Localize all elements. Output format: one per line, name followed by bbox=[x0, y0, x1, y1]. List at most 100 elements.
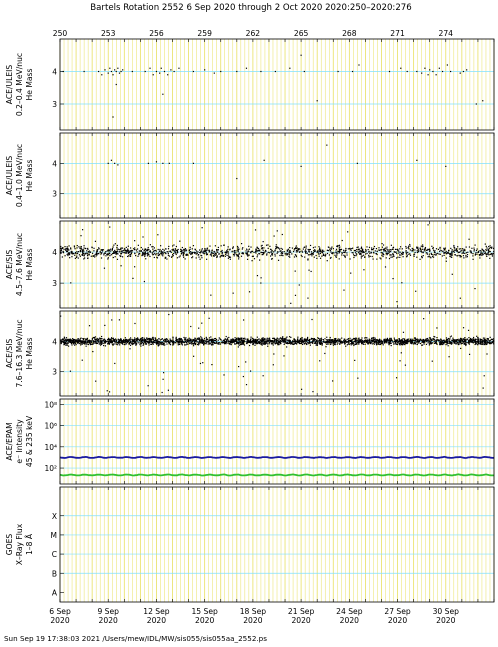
data-point bbox=[122, 69, 124, 71]
data-point bbox=[364, 256, 366, 258]
data-point bbox=[145, 343, 148, 345]
data-point bbox=[301, 343, 304, 346]
data-point bbox=[465, 339, 467, 342]
data-point bbox=[447, 249, 450, 252]
data-point bbox=[340, 248, 343, 251]
data-point bbox=[401, 343, 403, 345]
data-point bbox=[84, 257, 86, 259]
data-point bbox=[451, 339, 453, 342]
data-point bbox=[230, 341, 232, 344]
data-point bbox=[378, 249, 380, 251]
data-point bbox=[355, 342, 357, 344]
data-point bbox=[304, 338, 306, 340]
data-point bbox=[281, 248, 284, 250]
data-point bbox=[204, 69, 206, 71]
data-point bbox=[94, 256, 96, 258]
data-point bbox=[264, 342, 267, 344]
data-point bbox=[337, 342, 339, 344]
data-point bbox=[232, 341, 234, 343]
data-point bbox=[142, 248, 144, 250]
data-point bbox=[477, 339, 479, 342]
data-point bbox=[247, 341, 250, 343]
data-point bbox=[256, 246, 258, 248]
data-point bbox=[256, 342, 258, 345]
data-point bbox=[444, 341, 446, 343]
data-point bbox=[363, 340, 365, 342]
data-point bbox=[343, 251, 345, 253]
data-point bbox=[424, 246, 427, 249]
data-point bbox=[153, 256, 155, 259]
data-point bbox=[70, 247, 72, 249]
data-point bbox=[409, 243, 411, 246]
data-point bbox=[226, 251, 228, 253]
data-point bbox=[385, 251, 387, 253]
data-point bbox=[246, 253, 248, 256]
data-point bbox=[76, 255, 78, 257]
data-point bbox=[62, 341, 65, 344]
data-point bbox=[86, 252, 88, 254]
data-point bbox=[162, 251, 164, 253]
data-point bbox=[435, 340, 437, 342]
data-point bbox=[142, 251, 144, 253]
data-point bbox=[422, 252, 424, 254]
data-point bbox=[62, 339, 64, 341]
data-point bbox=[64, 341, 66, 343]
data-point bbox=[388, 70, 391, 73]
data-point bbox=[373, 338, 375, 341]
data-point bbox=[101, 252, 103, 254]
data-point bbox=[102, 249, 104, 251]
data-point bbox=[361, 255, 364, 257]
data-point bbox=[104, 252, 106, 254]
data-point bbox=[401, 343, 403, 345]
data-point bbox=[430, 340, 432, 342]
data-point bbox=[378, 341, 380, 344]
data-point bbox=[114, 252, 116, 254]
data-point bbox=[378, 339, 380, 342]
data-point bbox=[210, 255, 213, 257]
data-point bbox=[366, 342, 368, 344]
data-point bbox=[114, 162, 116, 164]
data-point bbox=[180, 249, 183, 251]
data-point bbox=[400, 341, 402, 343]
data-point bbox=[262, 337, 264, 339]
data-point bbox=[164, 252, 166, 254]
data-point bbox=[430, 252, 432, 254]
data-point bbox=[238, 252, 240, 254]
data-point bbox=[486, 342, 488, 344]
data-point bbox=[221, 249, 223, 252]
data-point bbox=[245, 248, 248, 250]
data-point bbox=[237, 255, 239, 257]
data-point bbox=[214, 245, 216, 247]
data-point bbox=[81, 341, 84, 343]
data-point bbox=[302, 339, 304, 341]
data-point bbox=[446, 252, 448, 254]
data-point bbox=[387, 249, 389, 251]
data-point bbox=[258, 338, 260, 340]
data-point bbox=[92, 255, 94, 257]
data-point bbox=[68, 253, 70, 255]
data-point bbox=[416, 70, 418, 73]
data-point bbox=[260, 282, 262, 284]
data-point bbox=[485, 341, 487, 344]
data-point bbox=[488, 254, 490, 256]
data-point bbox=[447, 337, 449, 340]
data-point bbox=[128, 343, 130, 345]
data-point bbox=[441, 341, 443, 343]
data-point bbox=[303, 338, 306, 340]
data-point bbox=[198, 337, 200, 339]
data-point bbox=[395, 341, 397, 343]
data-point bbox=[482, 387, 484, 389]
data-point bbox=[145, 252, 147, 255]
data-point bbox=[158, 344, 160, 346]
data-point bbox=[407, 247, 409, 249]
data-point bbox=[171, 255, 173, 258]
data-point bbox=[277, 251, 279, 253]
data-point bbox=[418, 249, 420, 251]
data-point bbox=[179, 255, 181, 257]
data-point bbox=[65, 343, 68, 345]
data-point bbox=[182, 255, 184, 257]
data-point bbox=[142, 252, 144, 254]
data-point bbox=[246, 342, 248, 344]
data-point bbox=[264, 340, 266, 342]
data-point bbox=[402, 342, 404, 344]
